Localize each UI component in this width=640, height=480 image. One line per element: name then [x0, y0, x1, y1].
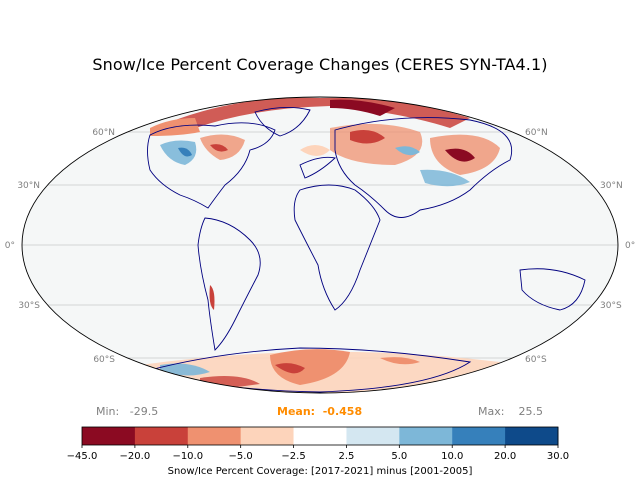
north-america-increase-core [178, 147, 192, 157]
min-stat-label: Min: [96, 405, 120, 418]
coast-greenland [254, 107, 311, 137]
lat-label-60n-left: 60°N [92, 128, 115, 138]
coast-north-america [147, 122, 276, 209]
eurasia-increase [395, 146, 420, 156]
andes-decrease [209, 285, 215, 310]
antarctic-increase-west [160, 363, 210, 376]
colorbar-segment [82, 427, 136, 445]
latitude-labels-left: 60°N 30°N 0° 30°S 60°S [5, 128, 116, 365]
coast-asia [334, 117, 512, 218]
max-stat-value: 25.5 [518, 405, 543, 418]
colorbar-segment [187, 427, 242, 445]
colorbar-tick-label: −5.0 [229, 451, 253, 462]
lat-label-equator-left: 0° [5, 241, 15, 251]
coast-africa [293, 184, 381, 311]
colorbar-tick-label: 20.0 [494, 451, 516, 462]
lat-label-30n-right: 30°N [600, 181, 623, 191]
lat-label-60s-left: 60°S [93, 355, 115, 365]
coast-australia [519, 268, 586, 311]
max-stat: Max: 25.5 [478, 405, 543, 418]
latitude-labels-right: 60°N 30°N 0° 30°S 60°S [525, 128, 635, 365]
max-stat-label: Max: [478, 405, 505, 418]
colorbar-segment [293, 427, 347, 445]
colorbar-tick-label: 2.5 [338, 451, 354, 462]
colorbar-tick-label: 30.0 [547, 451, 569, 462]
colorbar-segment [505, 427, 559, 445]
mean-stat: Mean: -0.458 [277, 405, 362, 418]
coast-europe [299, 156, 336, 179]
antarctic-peninsula-decrease-core [275, 363, 305, 374]
barents-strong-decrease [330, 99, 395, 116]
north-america-increase [160, 140, 197, 165]
colorbar-segment [452, 427, 506, 445]
lat-label-60n-right: 60°N [525, 128, 548, 138]
lat-label-30s-left: 30°S [18, 301, 40, 311]
central-asia-increase [420, 169, 470, 187]
canada-decrease-core [210, 144, 228, 152]
figure-title: Snow/Ice Percent Coverage Changes (CERES… [92, 55, 548, 74]
colorbar-border [81, 426, 559, 446]
lat-label-60s-right: 60°S [525, 355, 547, 365]
colorbar-tick-label: −45.0 [67, 451, 98, 462]
globe-outline [21, 96, 619, 394]
colorbar-segment [346, 427, 400, 445]
lat-label-equator-right: 0° [625, 241, 635, 251]
antarctic-decrease [270, 349, 350, 385]
mean-stat-label: Mean: [277, 405, 316, 418]
europe-slight-decrease [300, 145, 330, 156]
coast-south-america [197, 217, 261, 351]
siberia-strong-decrease [445, 148, 475, 162]
colorbar-segment [399, 427, 453, 445]
coast-antarctica [148, 347, 472, 393]
colorbar-tick-label: 10.0 [441, 451, 463, 462]
lat-label-30s-right: 30°S [600, 301, 622, 311]
lat-label-30n-left: 30°N [17, 181, 40, 191]
colorbar-segment [240, 427, 295, 445]
colorbar-tick-label: −20.0 [120, 451, 151, 462]
coastlines [147, 107, 586, 393]
mean-stat-value: -0.458 [322, 405, 363, 418]
scandinavia-decrease-core [350, 130, 385, 144]
colorbar-tick-label: −2.5 [281, 451, 305, 462]
colorbar: −45.0 −20.0 −10.0 −5.0 −2.5 2.5 5.0 10.0 20.0 30.… [67, 426, 569, 462]
arctic-decrease-region [170, 97, 470, 130]
colorbar-segment [134, 427, 189, 445]
colorbar-tick-label: −10.0 [172, 451, 203, 462]
colorbar-tick-label: 5.0 [391, 451, 407, 462]
antarctic-decrease-east [380, 357, 420, 365]
min-stat-value: -29.5 [129, 405, 159, 418]
min-stat: Min: -29.5 [96, 405, 158, 418]
colorbar-label: Snow/Ice Percent Coverage: [2017-2021] m… [167, 466, 473, 477]
